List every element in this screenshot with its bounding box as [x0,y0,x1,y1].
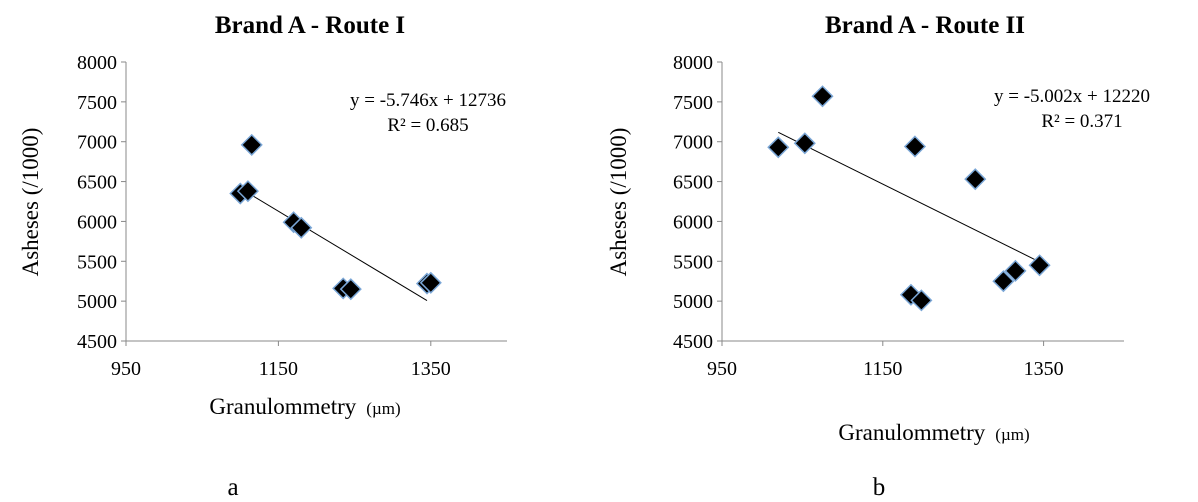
data-point [236,180,259,203]
y-axis-label: Asheses (/1000) [18,128,43,277]
y-tick-label: 4500 [673,331,713,353]
y-tick-label: 6500 [673,172,713,194]
x-axis-label-text: Granulommetry [838,420,985,445]
chart-a: Brand A - Route I 4500 5000 5500 6000 6500 70… [18,12,507,501]
y-tick-label: 8000 [77,52,117,74]
data-point [903,135,927,158]
y-tick-label: 4500 [77,331,117,353]
data-point [339,278,362,301]
data-point [1004,259,1027,282]
data-point [767,136,790,159]
r-squared: R² = 0.685 [387,115,468,136]
x-tick-label: 1350 [1024,358,1064,380]
data-point [419,271,442,294]
y-axis-label: Asheses (/1000) [606,128,631,277]
chart-title: Brand A - Route I [215,12,405,39]
trendline [240,187,428,301]
y-tick-label: 5500 [77,251,117,273]
data-point [793,132,816,155]
chart-b: Brand A - Route II 4500 5000 5500 6000 6500 7… [606,12,1150,501]
x-tick-label: 950 [707,358,737,380]
trendline-equation: y = -5.746x + 12736 [350,90,506,111]
y-tick-label: 6000 [77,211,117,233]
x-tick-label: 1350 [411,358,451,380]
panel-caption: a [227,474,238,501]
x-axis-unit: (µm) [366,399,400,418]
data-point [240,133,263,156]
y-tick-label: 5500 [673,251,713,273]
data-point [811,85,834,108]
y-tick-label: 7000 [673,132,713,154]
data-point [992,270,1015,293]
y-tick-label: 6000 [673,211,713,233]
y-tick-label: 7500 [77,92,117,114]
data-point [290,216,313,239]
x-axis-label-text: Granulommetry [209,394,356,419]
y-tick-label: 5000 [77,291,117,313]
y-tick-label: 7000 [77,132,117,154]
y-tick-label: 5000 [673,291,713,313]
y-tick-label: 6500 [77,172,117,194]
data-point [910,289,933,312]
x-tick-label: 1150 [259,358,298,380]
y-tick-label: 7500 [673,92,713,114]
x-tick-label: 950 [111,358,141,380]
panel-caption: b [873,474,886,501]
x-tick-label: 1150 [863,358,902,380]
y-tick-label: 8000 [673,52,713,74]
x-axis-label: Granulommetry (µm) [838,420,1029,445]
data-point [964,168,987,191]
x-axis-label: Granulommetry (µm) [209,394,400,419]
data-point [1028,254,1051,277]
r-squared: R² = 0.371 [1041,111,1122,132]
chart-title: Brand A - Route II [825,12,1025,39]
trendline [778,131,1040,263]
trendline-equation: y = -5.002x + 12220 [994,86,1150,107]
x-axis-unit: (µm) [995,425,1029,444]
